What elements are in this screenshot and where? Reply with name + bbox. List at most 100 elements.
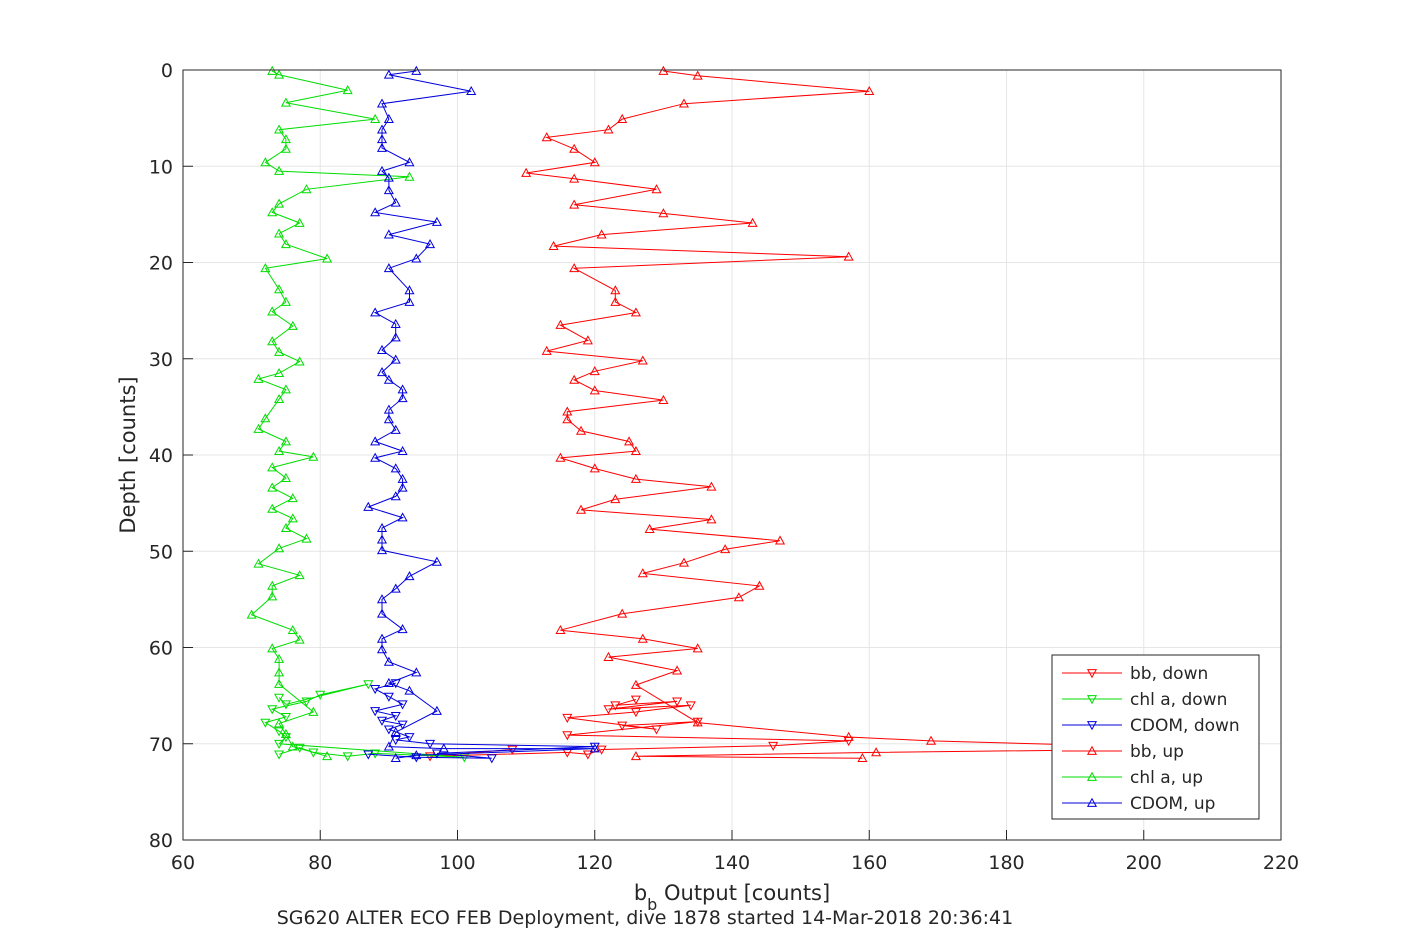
data-point-4-32 [280,436,291,446]
data-point-4-20 [280,296,291,306]
data-point-3-23 [582,335,593,345]
data-point-4-29 [274,393,285,404]
legend-entry-4: chl a, up [1062,768,1203,788]
x-tick-label-1: 80 [308,852,332,874]
data-point-4-38 [287,493,298,503]
data-point-4-16 [280,238,291,249]
data-point-1-8 [274,727,285,737]
data-point-3-53 [603,651,614,661]
data-point-4-52 [274,653,285,663]
x-tick-label-8: 220 [1263,852,1299,874]
data-point-3-60 [871,747,882,757]
data-point-3-10 [569,173,580,183]
series-layer [246,65,1218,764]
data-point-3-48 [733,592,744,602]
data-point-4-24 [274,346,285,356]
data-point-5-38 [397,482,408,492]
data-point-5-28 [397,384,408,394]
data-point-3-50 [555,624,566,635]
y-tick-label-5: 50 [149,541,173,563]
data-point-3-46 [637,568,648,578]
data-point-5-43 [376,534,388,544]
data-point-0-13 [685,701,696,711]
x-tick-label-4: 140 [714,852,750,874]
data-point-4-55 [308,706,319,716]
series-line-2 [368,682,595,759]
data-point-1-4 [370,749,381,759]
data-point-4-17 [322,253,333,263]
data-point-5-30 [383,404,394,414]
legend-marker-5 [1086,797,1098,807]
data-point-3-12 [569,199,580,209]
data-point-3-58 [925,735,937,745]
data-point-5-36 [390,463,401,473]
data-point-0-14 [603,705,614,715]
data-point-3-2 [864,85,875,96]
data-point-2-10 [376,716,388,726]
data-point-5-46 [404,571,415,581]
data-point-4-4 [370,113,381,123]
data-point-2-4 [589,742,600,752]
data-point-4-22 [287,320,298,330]
data-point-3-1 [692,70,703,80]
y-tick-label-4: 40 [149,445,173,467]
data-point-2-12 [370,707,381,717]
data-point-3-47 [754,580,765,590]
data-point-4-30 [260,413,271,423]
legend-label-5: CDOM, up [1130,794,1215,814]
data-point-4-27 [253,373,264,383]
data-point-0-11 [562,713,573,723]
data-point-3-7 [569,143,580,153]
data-point-0-12 [630,708,641,718]
data-point-4-39 [267,503,278,513]
data-point-4-10 [404,171,415,181]
legend-marker-2 [1086,721,1098,731]
data-point-2-16 [390,679,401,689]
data-point-3-22 [555,319,566,329]
data-point-5-1 [383,69,394,79]
data-point-4-48 [246,609,257,619]
data-point-3-41 [706,514,717,524]
data-point-3-15 [596,229,607,239]
data-point-4-18 [260,263,271,273]
data-point-1-12 [301,697,312,707]
data-point-5-40 [363,501,374,511]
data-point-3-44 [720,544,731,554]
data-point-3-37 [630,473,641,483]
data-point-4-14 [294,217,305,227]
data-point-3-13 [658,208,669,218]
data-point-4-42 [301,533,312,543]
data-point-5-56 [404,685,415,695]
data-point-3-9 [521,167,532,177]
x-tick-label-2: 100 [439,852,475,874]
legend-entry-3: bb, up [1062,742,1184,762]
legend-marker-3 [1086,745,1098,755]
data-point-0-16 [610,701,621,711]
data-point-5-59 [383,741,394,751]
data-point-3-25 [637,355,648,365]
legend-label-4: chl a, up [1130,768,1203,788]
data-point-5-34 [397,445,408,456]
data-point-3-4 [617,113,628,123]
data-point-5-6 [376,134,388,144]
data-point-3-32 [575,425,587,435]
x-tick-label-3: 120 [577,852,613,874]
legend-entry-5: CDOM, up [1062,794,1215,814]
data-point-4-28 [280,384,291,394]
data-point-3-42 [644,523,655,533]
data-point-0-15 [672,697,683,707]
legend-entry-2: CDOM, down [1062,716,1240,736]
legend-label-1: chl a, down [1130,690,1227,710]
data-point-4-26 [274,367,285,378]
y-tick-label-6: 60 [149,638,173,660]
data-point-3-8 [589,157,600,167]
data-point-2-15 [370,685,381,695]
data-point-3-45 [678,557,690,567]
x-axis-label-subscript: b [647,895,657,914]
data-point-5-18 [383,263,394,273]
data-point-3-29 [658,394,669,404]
data-point-3-19 [610,285,621,295]
data-point-3-51 [637,633,648,643]
data-point-5-12 [390,197,401,207]
data-point-4-13 [267,207,278,217]
